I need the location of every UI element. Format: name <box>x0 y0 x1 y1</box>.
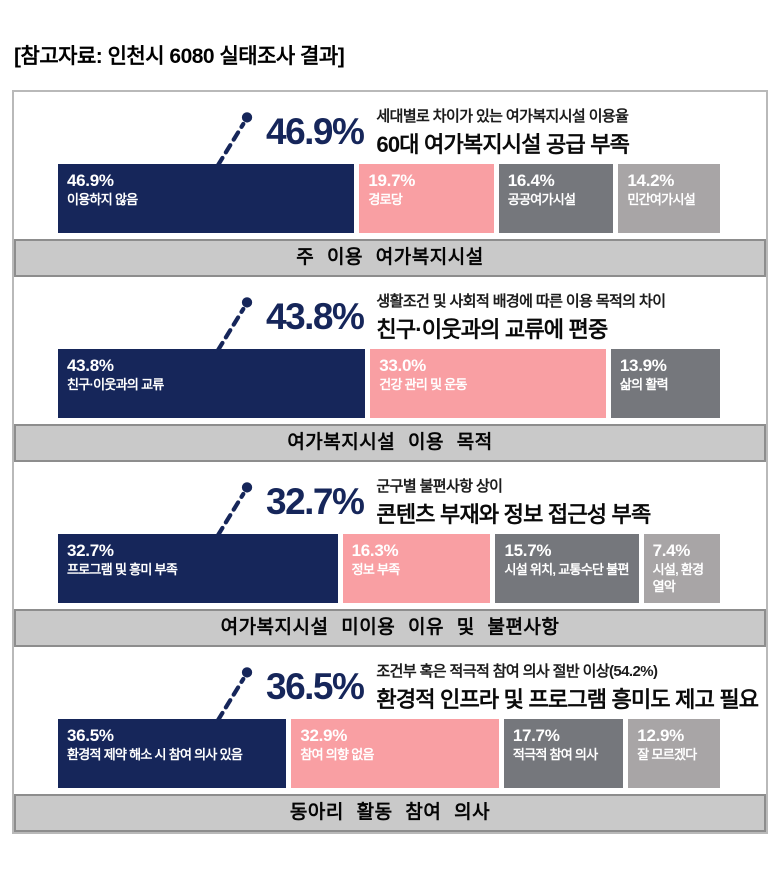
segment-label: 경로당 <box>368 192 403 207</box>
header-text: 세대별로 차이가 있는 여가복지시설 이용율 60대 여가복지시설 공급 부족 <box>376 105 629 159</box>
chart-panel: 46.9% 세대별로 차이가 있는 여가복지시설 이용율 60대 여가복지시설 … <box>12 90 768 834</box>
segment-label: 삶의 활력 <box>619 377 669 392</box>
page-title: [참고자료: 인천시 6080 실태조사 결과] <box>14 45 345 68</box>
section-subtitle: 생활조건 및 사회적 배경에 따른 이용 목적의 차이 <box>376 293 666 310</box>
callout-connector-icon <box>215 112 253 167</box>
bar-segment: 14.2% 민간여가시설 <box>618 164 720 233</box>
callout-percentage: 32.7% <box>266 481 365 522</box>
section-footer-band: 동아리 활동 참여 의사 <box>14 794 766 832</box>
callout-percentage: 36.5% <box>266 666 365 707</box>
section-headline: 환경적 인프라 및 프로그램 흥미도 제고 필요 <box>376 687 759 712</box>
segment-percentage: 15.7% <box>504 541 552 560</box>
segment-percentage: 12.9% <box>637 726 684 745</box>
segment-percentage: 46.9% <box>67 171 114 190</box>
callout-connector-icon <box>215 297 253 352</box>
bar-segment: 43.8% 친구·이웃과의 교류 <box>58 349 366 418</box>
segment-label: 이용하지 않음 <box>67 192 138 207</box>
bar-segment: 36.5% 환경적 제약 해소 시 참여 의사 있음 <box>58 719 287 788</box>
header-text: 조건부 혹은 적극적 참여 의사 절반 이상(54.2%) 환경적 인프라 및 … <box>376 660 759 714</box>
bar-segment: 15.7% 시설 위치, 교통수단 불편 <box>495 534 639 603</box>
segment-label: 적극적 참여 의사 <box>512 747 598 762</box>
bar-segment: 46.9% 이용하지 않음 <box>58 164 355 233</box>
segment-label: 민간여가시설 <box>627 192 695 207</box>
bar-segment: 32.9% 참여 의향 없음 <box>291 719 499 788</box>
section-header: 36.5% 조건부 혹은 적극적 참여 의사 절반 이상(54.2%) 환경적 … <box>14 655 766 722</box>
segment-percentage: 7.4% <box>652 541 691 560</box>
section-footer-band: 주 이용 여가복지시설 <box>14 239 766 277</box>
segment-label: 프로그램 및 흥미 부족 <box>67 562 178 577</box>
section-headline: 60대 여가복지시설 공급 부족 <box>376 132 630 157</box>
segment-percentage: 19.7% <box>368 171 416 190</box>
segment-label: 잘 모르겠다 <box>637 747 697 762</box>
section-subtitle: 군구별 불편사항 상이 <box>376 478 503 495</box>
callout-connector-icon <box>215 667 253 722</box>
section-header: 43.8% 생활조건 및 사회적 배경에 따른 이용 목적의 차이 친구·이웃과… <box>14 285 766 352</box>
bar-segment: 16.3% 정보 부족 <box>342 534 491 603</box>
callout-percentage: 43.8% <box>266 296 365 337</box>
segment-percentage: 33.0% <box>379 356 426 375</box>
section-header: 46.9% 세대별로 차이가 있는 여가복지시설 이용율 60대 여가복지시설 … <box>14 100 766 167</box>
segment-percentage: 16.4% <box>507 171 555 190</box>
segment-label: 친구·이웃과의 교류 <box>67 377 164 392</box>
segment-label: 정보 부족 <box>351 562 401 577</box>
bar-segment: 7.4% 시설, 환경 열악 <box>643 534 720 603</box>
section-subtitle: 조건부 혹은 적극적 참여 의사 절반 이상(54.2%) <box>376 663 658 680</box>
segment-label: 환경적 제약 해소 시 참여 의사 있음 <box>67 747 243 762</box>
section-headline: 친구·이웃과의 교류에 편중 <box>376 317 608 342</box>
segment-percentage: 36.5% <box>67 726 114 745</box>
bar-segment: 13.9% 삶의 활력 <box>610 349 721 418</box>
section-header: 32.7% 군구별 불편사항 상이 콘텐츠 부재와 정보 접근성 부족 <box>14 470 766 537</box>
stacked-bar: 32.7% 프로그램 및 흥미 부족 16.3% 정보 부족 15.7% 시설 … <box>58 534 720 603</box>
section-footer-band: 여가복지시설 이용 목적 <box>14 424 766 462</box>
bar-segment: 33.0% 건강 관리 및 운동 <box>370 349 606 418</box>
stacked-bar: 46.9% 이용하지 않음 19.7% 경로당 16.4% 공공여가시설 14.… <box>58 164 720 233</box>
bar-segment: 12.9% 잘 모르겠다 <box>628 719 720 788</box>
section-footer-band: 여가복지시설 미이용 이유 및 불편사항 <box>14 609 766 647</box>
section-nonuse-reasons: 32.7% 군구별 불편사항 상이 콘텐츠 부재와 정보 접근성 부족 32.7… <box>14 462 766 647</box>
segment-label: 참여 의향 없음 <box>300 747 374 762</box>
segment-percentage: 32.7% <box>67 541 114 560</box>
stacked-bar: 43.8% 친구·이웃과의 교류 33.0% 건강 관리 및 운동 13.9% … <box>58 349 721 418</box>
section-main-facility: 46.9% 세대별로 차이가 있는 여가복지시설 이용율 60대 여가복지시설 … <box>14 92 766 277</box>
bar-segment: 17.7% 적극적 참여 의사 <box>503 719 624 788</box>
segment-percentage: 32.9% <box>300 726 348 745</box>
segment-label: 건강 관리 및 운동 <box>379 377 467 392</box>
stacked-bar: 36.5% 환경적 제약 해소 시 참여 의사 있음 32.9% 참여 의향 없… <box>58 719 720 788</box>
section-subtitle: 세대별로 차이가 있는 여가복지시설 이용율 <box>376 108 629 125</box>
segment-label: 시설 위치, 교통수단 불편 <box>504 562 629 577</box>
section-usage-purpose: 43.8% 생활조건 및 사회적 배경에 따른 이용 목적의 차이 친구·이웃과… <box>14 277 766 462</box>
segment-percentage: 16.3% <box>351 541 399 560</box>
bar-segment: 16.4% 공공여가시설 <box>498 164 614 233</box>
segment-percentage: 13.9% <box>619 356 667 375</box>
bar-segment: 32.7% 프로그램 및 흥미 부족 <box>58 534 338 603</box>
segment-percentage: 14.2% <box>627 171 675 190</box>
header-text: 군구별 불편사항 상이 콘텐츠 부재와 정보 접근성 부족 <box>376 475 651 529</box>
section-headline: 콘텐츠 부재와 정보 접근성 부족 <box>376 502 651 527</box>
segment-percentage: 17.7% <box>512 726 560 745</box>
section-club-participation: 36.5% 조건부 혹은 적극적 참여 의사 절반 이상(54.2%) 환경적 … <box>14 647 766 832</box>
header-text: 생활조건 및 사회적 배경에 따른 이용 목적의 차이 친구·이웃과의 교류에 … <box>376 290 666 344</box>
bar-segment: 19.7% 경로당 <box>359 164 494 233</box>
segment-label: 공공여가시설 <box>507 192 576 207</box>
segment-percentage: 43.8% <box>67 356 114 375</box>
segment-label: 시설, 환경 열악 <box>652 562 705 594</box>
callout-connector-icon <box>215 482 253 537</box>
callout-percentage: 46.9% <box>266 111 365 152</box>
